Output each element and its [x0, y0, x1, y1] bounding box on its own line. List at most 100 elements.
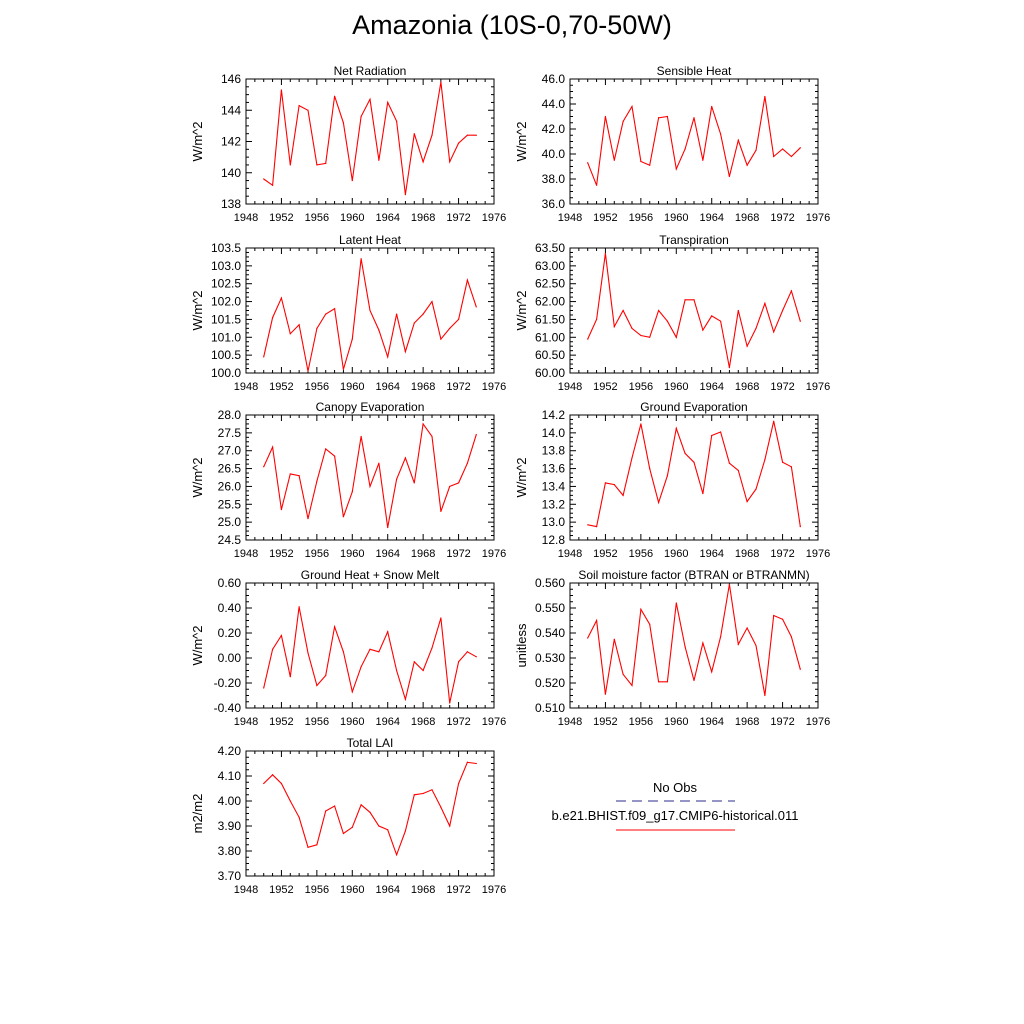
- x-tick-label: 1948: [558, 212, 582, 224]
- x-tick-label: 1960: [664, 716, 688, 728]
- data-point: [475, 434, 477, 436]
- data-point: [449, 485, 451, 488]
- x-tick-label: 1964: [699, 381, 723, 393]
- data-point: [307, 517, 309, 520]
- panel-frame: [245, 78, 495, 205]
- page-title: Amazonia (10S-0,70-50W): [352, 10, 672, 40]
- y-tick-label: 0.520: [535, 676, 565, 690]
- data-point: [790, 155, 793, 158]
- x-tick-label: 1952: [593, 381, 617, 393]
- data-point: [333, 95, 336, 97]
- data-point: [475, 134, 477, 136]
- x-tick-label: 1972: [446, 716, 470, 728]
- x-tick-label: 1976: [806, 212, 830, 224]
- data-point: [333, 626, 336, 628]
- data-point: [684, 452, 686, 454]
- data-point: [413, 133, 415, 135]
- y-tick-label: 40.0: [542, 147, 566, 161]
- data-point: [431, 300, 433, 303]
- data-point: [298, 104, 300, 107]
- data-point: [684, 646, 686, 648]
- data-point: [631, 327, 633, 329]
- y-tick-label: 103.0: [211, 259, 241, 273]
- series-line: [587, 253, 801, 368]
- data-point: [325, 448, 327, 450]
- data-point: [702, 642, 704, 644]
- data-point: [387, 101, 389, 104]
- x-tick-label: 1960: [340, 716, 364, 728]
- data-point: [595, 526, 598, 528]
- data-point: [657, 681, 660, 683]
- data-point: [675, 602, 677, 604]
- y-tick-label: 13.6: [542, 462, 566, 476]
- data-point: [351, 691, 353, 693]
- x-tick-label: 1964: [375, 548, 399, 560]
- x-tick-label: 1956: [305, 212, 329, 224]
- x-tick-label: 1960: [340, 548, 364, 560]
- data-point: [649, 623, 651, 625]
- data-point: [395, 854, 398, 856]
- x-tick-label: 1960: [664, 548, 688, 560]
- data-point: [395, 669, 398, 672]
- data-point: [746, 627, 748, 629]
- legend-obs-label: No Obs: [653, 780, 698, 795]
- data-point: [728, 175, 731, 178]
- y-tick-label: 101.0: [211, 330, 241, 344]
- data-point: [466, 761, 469, 763]
- data-point: [781, 461, 784, 463]
- data-point: [728, 367, 731, 369]
- data-point: [746, 501, 748, 503]
- x-tick-label: 1956: [305, 884, 329, 896]
- x-tick-label: 1956: [629, 716, 653, 728]
- y-tick-label: 13.4: [542, 479, 566, 493]
- data-point: [280, 297, 283, 299]
- x-tick-label: 1968: [411, 716, 435, 728]
- y-tick-label: 38.0: [542, 172, 566, 186]
- data-point: [440, 510, 442, 513]
- x-tick-label: 1952: [593, 548, 617, 560]
- data-point: [799, 668, 801, 670]
- data-point: [395, 120, 398, 122]
- data-point: [413, 482, 415, 484]
- x-tick-label: 1972: [770, 212, 794, 224]
- data-point: [640, 160, 642, 163]
- data-point: [440, 806, 442, 808]
- x-tick-label: 1972: [446, 212, 470, 224]
- data-point: [755, 488, 757, 490]
- data-point: [271, 774, 274, 776]
- y-tick-label: 42.0: [542, 122, 566, 136]
- data-point: [649, 336, 651, 338]
- data-point: [404, 698, 407, 700]
- panel-title: Sensible Heat: [657, 64, 732, 78]
- data-point: [657, 117, 660, 119]
- y-tick-label: 28.0: [218, 408, 242, 422]
- data-point: [263, 687, 265, 689]
- data-point: [431, 435, 433, 438]
- data-point: [693, 679, 695, 682]
- data-point: [622, 309, 624, 312]
- x-tick-label: 1972: [770, 716, 794, 728]
- y-tick-label: 27.0: [218, 444, 242, 458]
- data-point: [587, 338, 589, 340]
- y-tick-label: 26.5: [218, 462, 242, 476]
- panel-title: Soil moisture factor (BTRAN or BTRANMN): [578, 568, 809, 582]
- x-tick-label: 1976: [482, 716, 506, 728]
- data-point: [289, 473, 291, 475]
- y-tick-label: 3.80: [218, 844, 242, 858]
- y-tick-label: 14.0: [542, 426, 566, 440]
- data-point: [280, 509, 283, 511]
- data-point: [475, 306, 477, 308]
- y-tick-label: 25.5: [218, 497, 242, 511]
- data-point: [693, 117, 695, 119]
- data-point: [404, 457, 407, 459]
- y-tick-label: 61.50: [535, 312, 565, 326]
- data-point: [595, 318, 598, 321]
- data-point: [360, 258, 362, 260]
- x-tick-label: 1956: [305, 381, 329, 393]
- data-point: [342, 516, 345, 518]
- data-point: [587, 637, 589, 639]
- x-tick-label: 1972: [446, 381, 470, 393]
- data-point: [755, 149, 757, 151]
- x-tick-label: 1948: [234, 212, 258, 224]
- y-tick-label: 14.2: [542, 408, 566, 422]
